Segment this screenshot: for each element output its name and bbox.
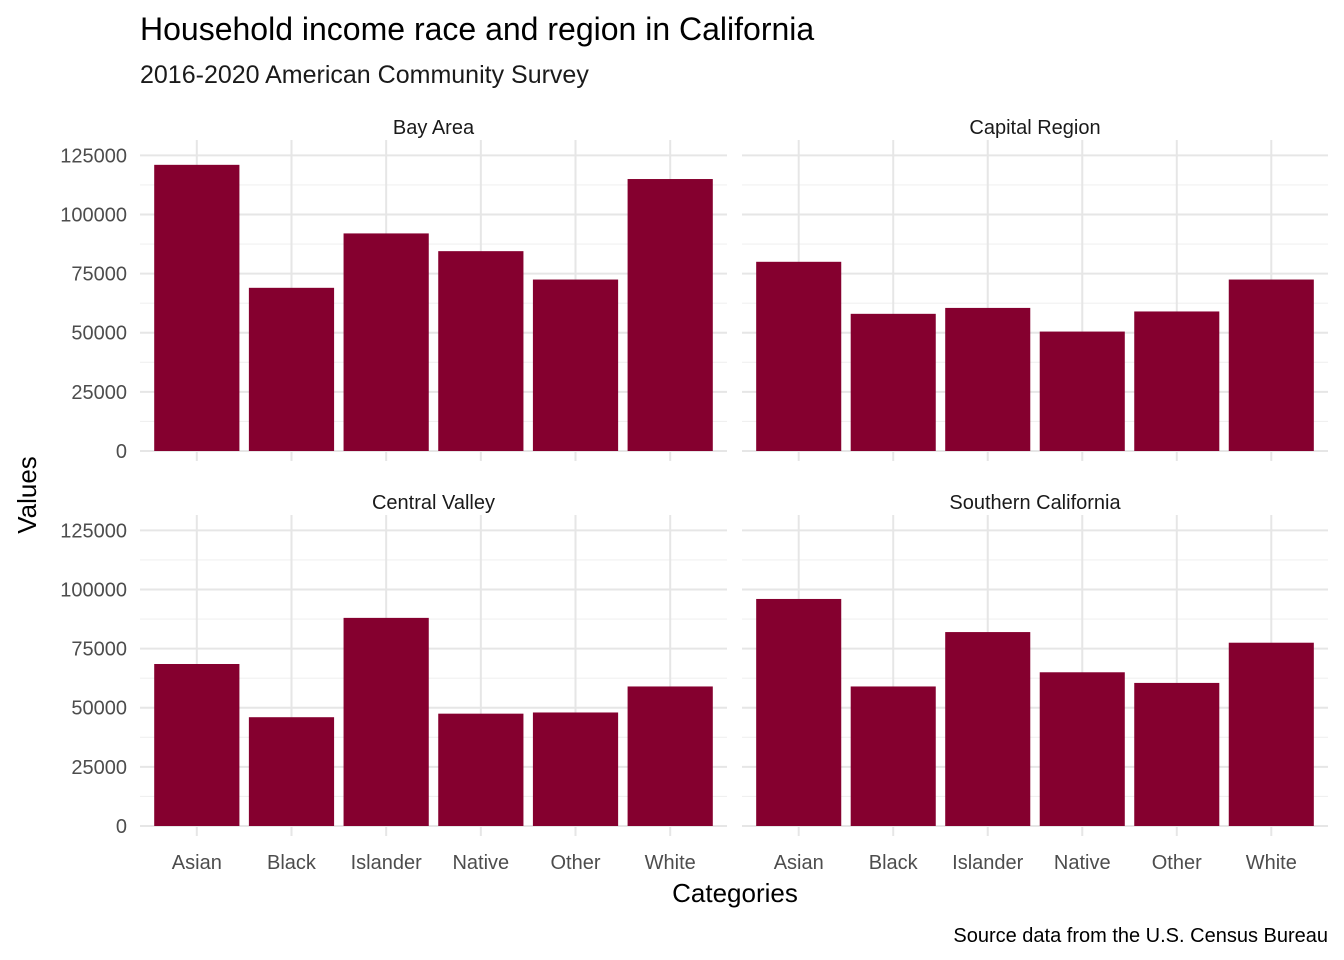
bar-black <box>850 313 936 451</box>
y-axis-title: Values <box>12 456 42 534</box>
x-tick-label: White <box>645 852 696 874</box>
y-tick-label: 0 <box>116 441 127 463</box>
y-tick-label: 50000 <box>71 698 127 720</box>
x-tick-label: White <box>1246 852 1297 874</box>
bar-white <box>627 686 713 826</box>
bar-islander <box>343 617 429 826</box>
y-tick-label: 25000 <box>71 757 127 779</box>
x-tick-label: Asian <box>172 852 222 874</box>
bar-white <box>1228 642 1314 826</box>
y-tick-label: 75000 <box>71 264 127 286</box>
bar-native <box>1039 331 1125 451</box>
bar-black <box>248 287 335 451</box>
bar-other <box>532 279 619 451</box>
x-tick-label: Islander <box>351 852 422 874</box>
x-tick-label: Other <box>551 852 601 874</box>
y-tick-label: 125000 <box>60 520 127 542</box>
panels: Bay Area 0 25000 50000 75000 100000 125000 Capi… <box>60 117 1328 874</box>
bar-native <box>1039 672 1125 826</box>
panel-bay-area: Bay Area 0 25000 50000 75000 100000 125000 <box>60 117 727 463</box>
bar-other <box>532 712 619 826</box>
x-tick-label: Native <box>1054 852 1111 874</box>
panel-title: Bay Area <box>393 117 475 139</box>
bar-other <box>1134 311 1220 451</box>
panel-title: Southern California <box>949 492 1121 514</box>
bar-islander <box>945 307 1031 451</box>
bar-native <box>438 713 524 826</box>
panel-capital-region: Capital Region <box>742 117 1328 461</box>
x-tick-label: Islander <box>952 852 1023 874</box>
x-tick-label: Black <box>869 852 919 874</box>
bar-asian <box>756 261 842 451</box>
bar-other <box>1134 682 1220 826</box>
x-tick-label: Asian <box>774 852 824 874</box>
panel-central-valley: Central Valley 0 25000 50000 75000 100000 1250… <box>60 492 727 874</box>
panel-southern-california: Southern California Asian Black Islander Nat… <box>742 492 1328 874</box>
bar-asian <box>154 663 240 826</box>
y-tick-label: 100000 <box>60 579 127 601</box>
chart-caption: Source data from the U.S. Census Bureau <box>953 925 1328 947</box>
panel-title: Central Valley <box>372 492 495 514</box>
x-tick-label: Black <box>267 852 317 874</box>
y-tick-label: 100000 <box>60 204 127 226</box>
panel-title: Capital Region <box>969 117 1100 139</box>
bar-white <box>1228 279 1314 451</box>
y-tick-label: 25000 <box>71 382 127 404</box>
bar-black <box>248 717 335 826</box>
bar-white <box>627 179 713 451</box>
y-tick-label: 125000 <box>60 145 127 167</box>
x-tick-label: Other <box>1152 852 1202 874</box>
bar-islander <box>945 632 1031 826</box>
y-tick-label: 50000 <box>71 323 127 345</box>
bar-asian <box>154 164 240 451</box>
bar-asian <box>756 598 842 826</box>
bar-native <box>438 251 524 451</box>
y-tick-label: 75000 <box>71 639 127 661</box>
bar-black <box>850 686 936 826</box>
bar-islander <box>343 233 429 451</box>
x-axis-title: Categories <box>672 878 798 908</box>
chart-title: Household income race and region in Cali… <box>140 11 814 47</box>
y-tick-label: 0 <box>116 816 127 838</box>
x-tick-label: Native <box>452 852 509 874</box>
chart-subtitle: 2016-2020 American Community Survey <box>140 61 589 89</box>
